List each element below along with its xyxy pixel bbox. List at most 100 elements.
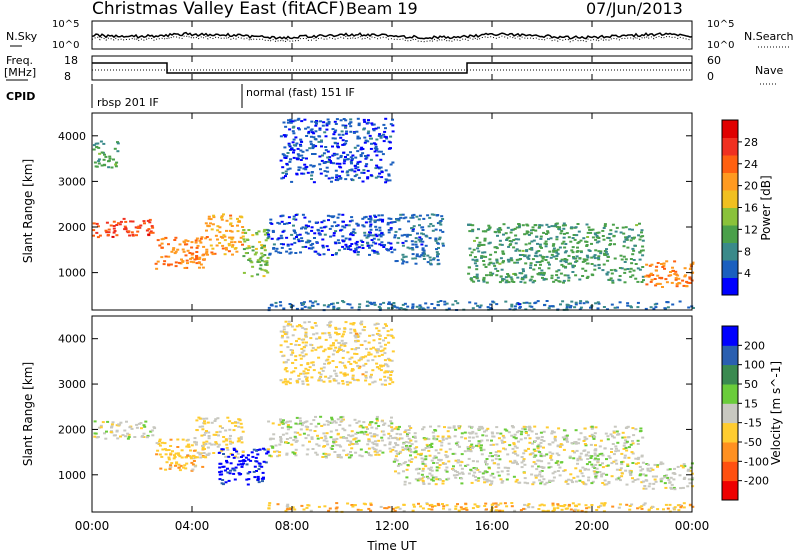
data-cell	[382, 133, 386, 136]
data-cell	[592, 437, 596, 440]
data-cell	[467, 449, 470, 452]
data-cell	[305, 157, 308, 160]
data-cell	[505, 279, 509, 282]
data-cell	[363, 234, 367, 237]
data-cell	[384, 136, 388, 139]
data-cell	[334, 230, 338, 233]
data-cell	[481, 476, 485, 479]
data-cell	[576, 246, 579, 249]
data-cell	[538, 267, 541, 270]
data-cell	[159, 467, 163, 470]
data-cell	[541, 509, 545, 512]
data-cell	[339, 229, 342, 232]
data-cell	[364, 165, 368, 168]
data-cell	[498, 509, 502, 512]
data-cell	[340, 130, 344, 133]
data-cell	[335, 153, 339, 156]
data-cell	[552, 249, 556, 252]
data-cell	[365, 156, 369, 159]
data-cell	[621, 226, 625, 229]
data-cell	[639, 469, 643, 472]
colorbar-tick-label: 50	[744, 378, 758, 391]
data-cell	[673, 506, 677, 509]
data-cell	[500, 470, 504, 473]
data-cell	[96, 236, 100, 239]
data-cell	[354, 432, 358, 435]
data-cell	[354, 451, 358, 454]
data-cell	[683, 465, 687, 468]
data-cell	[299, 357, 303, 360]
data-cell	[299, 138, 303, 141]
data-cell	[337, 133, 341, 136]
data-cell	[560, 508, 564, 511]
data-cell	[602, 504, 606, 507]
data-cell	[491, 472, 495, 475]
data-cell	[391, 437, 395, 440]
data-cell	[369, 158, 373, 161]
data-cell	[350, 348, 354, 351]
data-cell	[377, 126, 380, 129]
data-cell	[350, 369, 354, 372]
data-cell	[502, 260, 505, 263]
data-cell	[556, 276, 560, 279]
data-cell	[534, 252, 538, 255]
data-cell	[401, 244, 405, 247]
data-cell	[510, 502, 514, 504]
data-cell	[556, 445, 560, 448]
data-cell	[562, 265, 565, 268]
data-cell	[301, 421, 305, 424]
data-cell	[287, 323, 291, 325]
data-cell	[388, 377, 392, 380]
data-cell	[214, 433, 218, 436]
data-cell	[283, 368, 287, 371]
data-cell	[585, 258, 589, 261]
data-cell	[524, 426, 528, 429]
data-cell	[597, 257, 600, 259]
data-cell	[354, 348, 358, 351]
data-cell	[377, 329, 381, 332]
data-cell	[435, 214, 439, 217]
data-cell	[399, 216, 403, 219]
data-cell	[387, 424, 391, 427]
x-tick-label: 00:00	[675, 519, 710, 533]
data-cell	[286, 507, 290, 510]
data-cell	[182, 250, 186, 253]
data-cell	[112, 220, 116, 223]
data-cell	[171, 450, 174, 453]
data-cell	[645, 463, 649, 465]
data-cell	[389, 217, 393, 220]
data-cell	[359, 448, 363, 451]
data-cell	[559, 260, 563, 263]
data-cell	[92, 144, 96, 147]
data-cell	[185, 243, 189, 246]
data-cell	[322, 432, 326, 435]
data-cell	[439, 223, 443, 226]
data-cell	[614, 445, 618, 448]
data-cell	[475, 444, 478, 447]
data-cell	[305, 341, 308, 344]
data-cell	[372, 128, 376, 131]
data-cell	[494, 457, 498, 460]
data-cell	[421, 229, 425, 231]
data-cell	[562, 227, 566, 230]
data-cell	[140, 427, 143, 430]
data-cell	[292, 156, 296, 159]
data-cell	[548, 250, 552, 253]
data-cell	[540, 460, 544, 463]
data-cell	[458, 472, 461, 475]
data-cell	[383, 375, 387, 378]
data-cell	[545, 300, 549, 302]
data-cell	[562, 429, 566, 432]
data-cell	[468, 247, 472, 250]
data-cell	[600, 502, 604, 505]
data-cell	[592, 465, 596, 468]
data-cell	[319, 373, 323, 376]
data-cell	[380, 436, 384, 439]
data-cell	[593, 257, 597, 260]
data-cell	[470, 425, 474, 428]
data-cell	[665, 260, 669, 263]
data-cell	[201, 447, 205, 450]
data-cell	[213, 443, 217, 446]
data-cell	[289, 353, 293, 356]
data-cell	[350, 232, 353, 235]
